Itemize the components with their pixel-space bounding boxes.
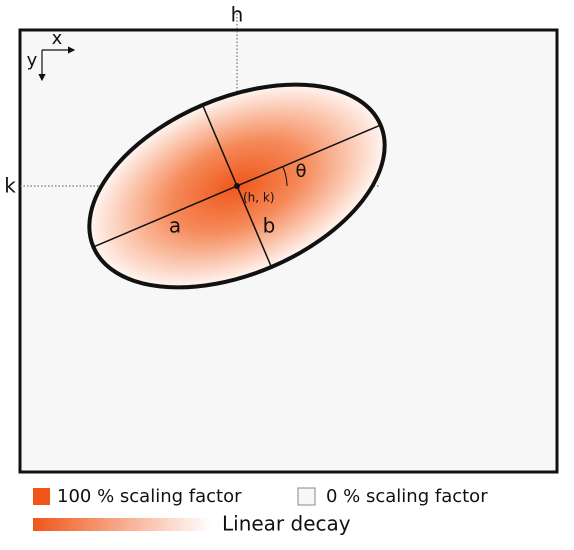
x-label: x [52, 28, 63, 49]
legend-decay-label: Linear decay [222, 512, 351, 536]
center-label: (h, k) [243, 191, 275, 205]
legend-decay-swatch [33, 518, 211, 531]
legend-zero-label: 0 % scaling factor [326, 486, 488, 507]
theta-label: θ [295, 161, 306, 182]
k-label: k [4, 174, 16, 198]
y-label: y [27, 50, 38, 71]
angle-arc [282, 166, 288, 187]
h-label: h [231, 3, 244, 27]
a-label: a [169, 214, 181, 238]
b-label: b [263, 214, 276, 238]
legend-zero-swatch [297, 487, 316, 506]
center-point [234, 183, 240, 189]
legend-full-swatch [33, 488, 50, 505]
legend-full-label: 100 % scaling factor [57, 486, 242, 507]
